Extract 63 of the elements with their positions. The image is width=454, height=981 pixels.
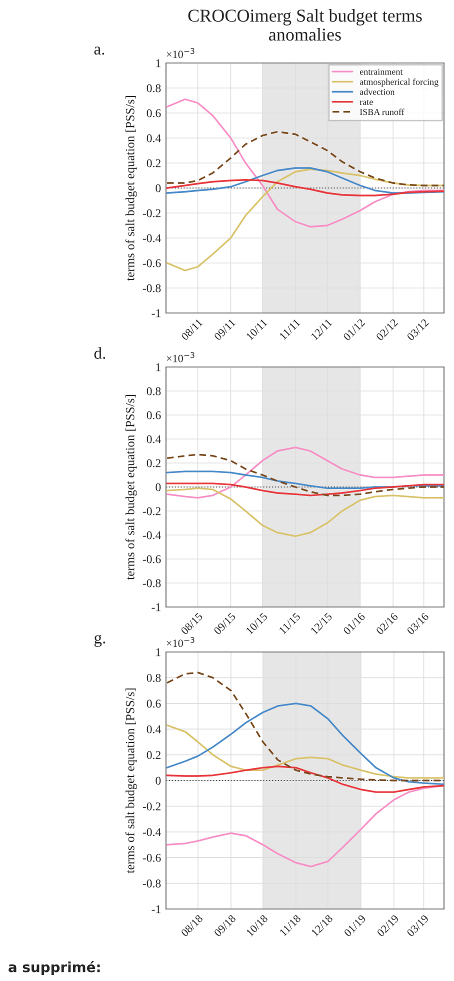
y-tick-label: -0.6 <box>142 259 161 268</box>
line-series <box>166 167 444 194</box>
line-series <box>166 130 444 186</box>
line-series <box>166 168 444 272</box>
y-axis-title: terms of salt budget equation [PSS/s] <box>125 688 137 874</box>
y-axis-title: terms of salt budget equation [PSS/s] <box>125 395 137 580</box>
line-series <box>166 470 444 490</box>
y-tick-label: 0.2 <box>146 751 160 760</box>
y-tick-label: 0.4 <box>146 435 161 444</box>
legend-label: atmospherical forcing <box>360 78 438 87</box>
legend-label: advection <box>360 88 395 95</box>
line-series <box>166 179 444 196</box>
y-tick-label: 0.6 <box>146 109 161 118</box>
y-tick-label: 1 <box>156 648 160 656</box>
line-series <box>166 724 444 779</box>
y-tick-label: 0 <box>156 776 161 785</box>
y-tick-label: 0.6 <box>146 411 161 420</box>
y-tick-label: -0.4 <box>142 828 161 836</box>
y-tick-label: -0.8 <box>142 284 161 292</box>
y-tick-label: -0.2 <box>142 507 160 516</box>
text: a. <box>94 46 104 55</box>
text: ×10$^{−3}$ <box>166 48 194 58</box>
y-tick-label: -0.6 <box>142 854 161 862</box>
y-tick-label: -0.8 <box>142 579 161 588</box>
y-tick-label: -0.8 <box>142 880 161 888</box>
line-series <box>166 454 444 496</box>
y-tick-label: 0.2 <box>146 159 160 168</box>
y-tick-label: -1 <box>152 905 160 914</box>
y-tick-label: -1 <box>152 309 160 318</box>
y-tick-label: 0 <box>156 483 161 492</box>
y-tick-label: 1 <box>156 363 160 372</box>
y-tick-label: 1 <box>156 59 160 68</box>
line-series <box>166 98 444 228</box>
y-tick-label: -0.4 <box>142 234 161 242</box>
y-tick-label: 0.2 <box>146 459 160 468</box>
chart-title: CROCOimerg Salt budget terms anomalies <box>188 9 422 41</box>
y-tick-label: 0.8 <box>146 84 161 92</box>
y-tick-label: 0.8 <box>146 674 161 682</box>
line-series <box>166 784 444 868</box>
line-series <box>166 766 444 793</box>
y-tick-label: 0.4 <box>146 134 161 142</box>
y-tick-label: -0.4 <box>142 531 161 540</box>
text: ×10$^{−3}$ <box>166 636 194 648</box>
text: g. <box>94 634 106 647</box>
y-tick-label: 0 <box>156 184 161 192</box>
y-tick-label: 0.4 <box>146 725 161 734</box>
line-series <box>166 482 444 496</box>
y-tick-label: 0.8 <box>146 387 161 396</box>
line-series <box>166 487 444 538</box>
y-axis-title: terms of salt budget equation [PSS/s] <box>125 96 137 281</box>
y-tick-label: -0.2 <box>142 802 160 810</box>
line-series <box>166 446 444 499</box>
y-tick-label: -0.6 <box>142 555 161 564</box>
line-series <box>166 702 444 786</box>
legend-label: entrainment <box>360 68 403 75</box>
y-tick-label: -1 <box>152 603 160 612</box>
text: ×10$^{−3}$ <box>166 352 194 362</box>
legend-label: ISBA runoff <box>360 108 404 116</box>
y-tick-label: -0.2 <box>142 209 160 218</box>
text: a supprimé: <box>8 961 100 975</box>
text: d. <box>94 347 106 359</box>
legend-label: rate <box>360 100 373 106</box>
y-tick-label: 0.6 <box>146 700 161 708</box>
